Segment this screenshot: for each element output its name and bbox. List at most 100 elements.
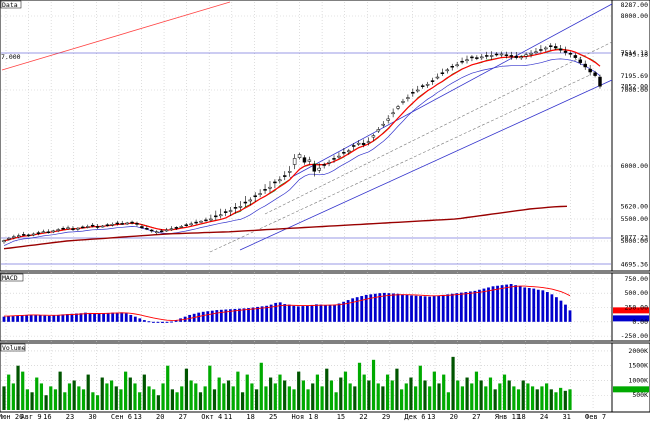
- volume-bar: [156, 395, 160, 410]
- candle-body: [179, 226, 184, 228]
- volume-bar: [484, 386, 488, 410]
- macd-bar: [79, 313, 83, 322]
- volume-bar: [58, 371, 62, 410]
- macd-bar: [115, 312, 119, 322]
- macd-bar: [310, 304, 314, 322]
- volume-bar: [91, 392, 95, 410]
- volume-bar: [545, 383, 549, 410]
- volume-panel-title: Volume: [2, 344, 26, 352]
- volume-bar: [133, 383, 137, 410]
- macd-bar: [401, 294, 404, 322]
- candle-body: [351, 145, 356, 147]
- macd-bar: [152, 321, 155, 323]
- candle-body: [228, 210, 233, 212]
- macd-bar: [161, 321, 164, 323]
- macd-bar: [287, 304, 291, 322]
- macd-bars: [2, 284, 649, 323]
- volume-bar: [231, 386, 235, 410]
- candle-body: [568, 53, 573, 55]
- macd-bar: [496, 285, 499, 322]
- candle-body: [95, 226, 100, 228]
- macd-bar: [446, 294, 450, 322]
- volume-bar: [465, 377, 469, 410]
- candle-body: [578, 59, 583, 63]
- macd-bar: [505, 284, 509, 322]
- macd-bar: [360, 296, 364, 322]
- macd-bar: [47, 315, 51, 322]
- volume-bar: [512, 386, 516, 410]
- volume-bar: [568, 389, 572, 410]
- volume-bar: [264, 386, 268, 410]
- volume-bar: [470, 383, 474, 410]
- macd-bar: [2, 316, 6, 322]
- macd-tick-label: 250.00: [625, 304, 649, 312]
- candle-body: [7, 238, 11, 240]
- volume-bar: [184, 368, 189, 410]
- candle-body: [36, 232, 41, 234]
- volume-bar: [124, 371, 128, 410]
- volume-bar: [357, 362, 362, 410]
- candle-body: [342, 152, 346, 154]
- volume-bar: [414, 386, 418, 410]
- candle-body: [105, 224, 110, 226]
- volume-bar: [535, 389, 539, 410]
- price-marker-label: 7495.18: [621, 50, 648, 58]
- macd-bar: [500, 285, 504, 322]
- macd-bar: [410, 295, 413, 322]
- macd-signal-line: [4, 285, 571, 321]
- candle-body: [71, 228, 75, 230]
- candle-body: [154, 231, 159, 234]
- macd-bar: [7, 316, 10, 322]
- candle-body: [411, 92, 415, 94]
- macd-bar: [75, 313, 78, 322]
- candle-body: [292, 158, 297, 165]
- volume-bar: [147, 386, 151, 410]
- volume-bar: [526, 383, 530, 410]
- candle-body: [484, 55, 489, 57]
- volume-bar: [203, 386, 207, 410]
- volume-bar: [502, 374, 507, 410]
- candle-body: [233, 207, 238, 209]
- candle-body: [86, 226, 90, 228]
- trendlines: [1, 1, 613, 265]
- volume-bar: [283, 380, 287, 410]
- macd-bar: [437, 295, 441, 322]
- candle-body: [253, 195, 257, 197]
- candle-body: [529, 53, 533, 55]
- candle-body: [534, 51, 538, 54]
- macd-bar: [541, 290, 545, 322]
- volume-bar: [488, 377, 493, 410]
- price-marker-label: 5077.23: [621, 234, 648, 242]
- x-tick-label: 30: [88, 413, 96, 421]
- volume-bar: [189, 380, 193, 410]
- candle-body: [381, 123, 386, 126]
- candle-body: [563, 50, 568, 53]
- candle-body: [263, 189, 267, 191]
- volume-bar: [114, 386, 118, 410]
- volume-bar: [498, 383, 502, 410]
- volume-bar: [119, 389, 123, 410]
- x-tick-label: 25: [269, 413, 277, 421]
- macd-bar: [355, 297, 359, 322]
- candle-body: [26, 234, 31, 237]
- x-tick-label: Июн 26: [0, 413, 23, 421]
- volume-bar: [507, 380, 511, 410]
- x-tick-label: 16: [43, 413, 51, 421]
- volume-bar: [404, 383, 408, 410]
- volume-bar: [161, 383, 165, 410]
- price-tick-label: 5000.00: [621, 237, 648, 245]
- volume-bar: [559, 387, 563, 410]
- candle-body: [519, 56, 523, 59]
- candle-body: [238, 206, 243, 208]
- macd-bar: [536, 289, 540, 322]
- macd-bar: [206, 311, 210, 322]
- volume-bar: [16, 365, 20, 410]
- candle-body: [145, 227, 149, 230]
- volume-bar: [194, 383, 198, 410]
- macd-bar: [20, 315, 24, 322]
- candle-body: [460, 60, 464, 63]
- macd-bar: [364, 294, 368, 322]
- candle-body: [214, 215, 218, 218]
- volume-bar: [437, 383, 441, 410]
- macd-bar: [124, 313, 128, 322]
